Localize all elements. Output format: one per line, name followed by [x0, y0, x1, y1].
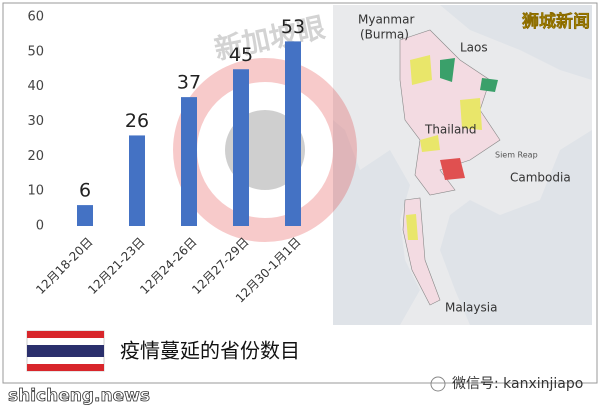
map: Myanmar (Burma) Laos Thailand Cambodia S… — [333, 5, 592, 325]
y-tick-label: 60 — [27, 10, 44, 25]
bar — [129, 135, 145, 226]
caption: 疫情蔓延的省份数目 — [120, 339, 300, 363]
land — [333, 5, 592, 325]
province-green — [440, 58, 455, 82]
data-label: 37 — [177, 72, 201, 94]
map-label: Malaysia — [445, 301, 497, 315]
flag-stripe — [27, 331, 104, 338]
map-label: Cambodia — [510, 171, 571, 185]
flag-stripe — [27, 345, 104, 357]
bar — [181, 97, 197, 226]
data-label: 53 — [281, 16, 305, 38]
province-yellow — [460, 98, 482, 130]
wechat: 微信号: kanxinjiapo — [452, 376, 583, 392]
data-label: 26 — [125, 110, 149, 132]
map-label: Myanmar — [358, 13, 414, 27]
y-tick-label: 20 — [27, 149, 44, 164]
province-green — [480, 78, 498, 92]
map-label: (Burma) — [360, 28, 409, 42]
data-label: 45 — [229, 44, 253, 66]
y-tick-label: 0 — [36, 219, 44, 234]
site: shicheng.news — [8, 386, 150, 406]
wechat-icon — [430, 376, 446, 392]
province-yellow — [406, 214, 418, 240]
thai-flag — [26, 330, 105, 372]
province-red — [440, 158, 465, 180]
map-label: Siem Reap — [495, 151, 538, 160]
bar — [285, 41, 301, 227]
y-tick-label: 10 — [27, 184, 44, 199]
badge: 狮城新闻 — [521, 11, 590, 32]
flag-stripe — [27, 364, 104, 371]
map-label: Laos — [460, 41, 488, 55]
bar — [233, 69, 249, 226]
frame — [2, 2, 598, 384]
y-tick-label: 50 — [27, 44, 44, 59]
bar — [77, 205, 93, 226]
province-yellow — [410, 55, 432, 85]
y-tick-label: 40 — [27, 79, 44, 94]
data-label: 6 — [79, 180, 91, 202]
map-label: Thailand — [424, 123, 477, 137]
province-yellow — [420, 135, 440, 152]
y-tick-label: 30 — [27, 114, 44, 129]
